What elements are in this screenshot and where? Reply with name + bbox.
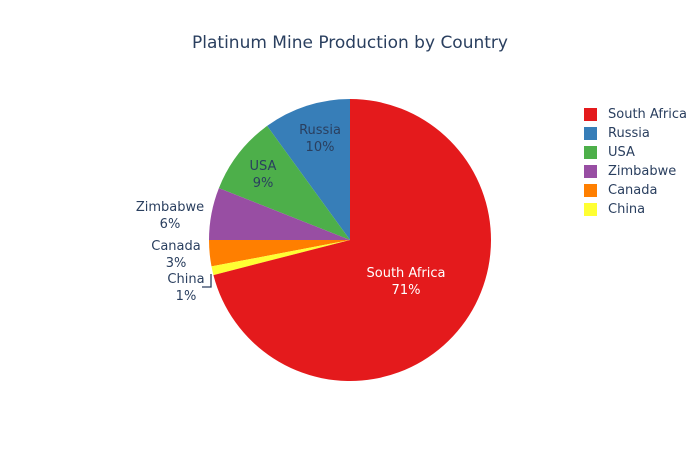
label-usa: USA 9% (250, 158, 277, 192)
legend-swatch (584, 146, 597, 159)
legend-item-label: China (608, 202, 646, 217)
slice-percent: 71% (391, 283, 421, 298)
label-zimbabwe: Zimbabwe 6% (136, 199, 204, 233)
label-china: China 1% (167, 271, 204, 305)
chart-title: Platinum Mine Production by Country (192, 33, 508, 53)
slice-name: Russia (299, 123, 341, 138)
china-leader-line (202, 274, 212, 288)
legend-item-label: USA (608, 145, 635, 160)
pie-slice-south-africa[interactable] (213, 99, 491, 381)
legend-item-label: Zimbabwe (608, 164, 677, 179)
legend-item-zimbabwe[interactable]: Zimbabwe (584, 162, 687, 181)
slice-percent: 10% (305, 140, 335, 155)
label-russia: Russia 10% (299, 122, 341, 156)
slice-percent: 3% (165, 256, 187, 271)
pie-slice-zimbabwe[interactable] (209, 188, 350, 240)
legend-swatch (584, 127, 597, 140)
legend-item-china[interactable]: China (584, 200, 687, 219)
legend-item-south-africa[interactable]: South Africa (584, 105, 687, 124)
legend-item-usa[interactable]: USA (584, 143, 687, 162)
legend-swatch (584, 165, 597, 178)
legend-item-canada[interactable]: Canada (584, 181, 687, 200)
slice-name: Canada (151, 239, 201, 254)
legend-swatch (584, 184, 597, 197)
legend-item-label: Canada (608, 183, 658, 198)
slice-name: South Africa (366, 266, 446, 281)
legend-item-russia[interactable]: Russia (584, 124, 687, 143)
label-south-africa: South Africa 71% (367, 265, 446, 299)
slice-percent: 1% (175, 289, 197, 304)
label-canada: Canada 3% (151, 238, 200, 272)
slice-name: USA (249, 159, 277, 174)
pie-slice-canada[interactable] (209, 240, 350, 267)
legend-item-label: South Africa (608, 107, 687, 122)
slice-percent: 9% (252, 176, 274, 191)
legend-item-label: Russia (608, 126, 650, 141)
legend: South Africa Russia USA Zimbabwe Canada … (584, 105, 687, 219)
legend-swatch (584, 203, 597, 216)
pie-slice-china[interactable] (211, 240, 351, 276)
slice-name: Zimbabwe (135, 200, 205, 215)
legend-swatch (584, 108, 597, 121)
slice-percent: 6% (159, 217, 181, 232)
pie-slice-russia[interactable] (267, 99, 350, 240)
slice-name: China (167, 272, 205, 287)
pie-slice-usa[interactable] (218, 125, 350, 240)
